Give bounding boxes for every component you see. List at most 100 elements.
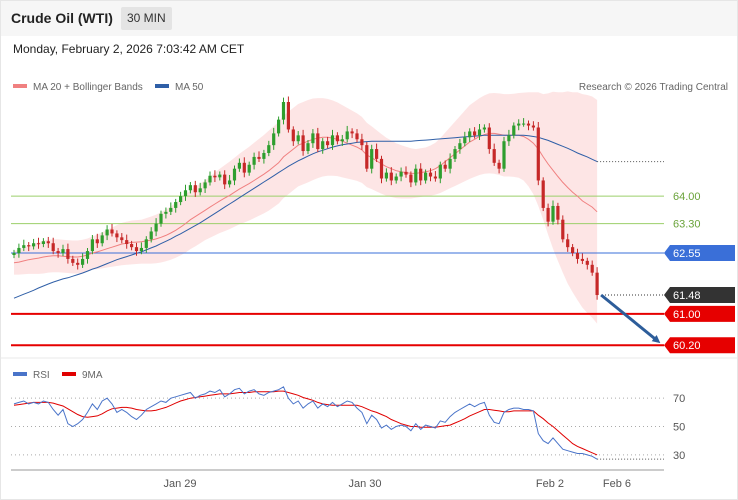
timestamp: Monday, February 2, 2026 7:03:42 AM CET: [13, 42, 245, 56]
candle-body: [595, 272, 599, 296]
candle-body: [546, 207, 550, 222]
candle-body: [502, 141, 506, 169]
legend-label-ma20: MA 20 + Bollinger Bands: [33, 82, 143, 93]
candle-body: [17, 247, 21, 254]
candle-body: [414, 168, 418, 183]
candle-body: [85, 251, 90, 259]
rsi-tick-label: 50: [673, 422, 685, 434]
candle-body: [291, 129, 295, 142]
rsi-tick-label: 70: [673, 393, 685, 405]
candle-body: [159, 213, 163, 224]
candle-body: [237, 162, 241, 169]
candle-body: [208, 175, 212, 183]
candle-body: [247, 164, 251, 173]
candle-body: [193, 185, 197, 193]
candle-body: [149, 231, 153, 240]
candle-body: [580, 258, 584, 261]
x-tick-label: Jan 30: [348, 478, 381, 490]
candle-body: [409, 174, 413, 183]
candle-body: [105, 229, 109, 236]
candle-body: [335, 135, 339, 142]
legend-label-ma50: MA 50: [175, 82, 204, 93]
candle-body: [473, 131, 477, 136]
candle-body: [433, 176, 437, 179]
candle-body: [174, 202, 178, 208]
candle-body: [203, 182, 207, 189]
candle-body: [218, 174, 222, 178]
candle-body: [296, 135, 300, 142]
candle-body: [487, 127, 491, 150]
legend-swatch-ma20: [13, 84, 27, 88]
candle-body: [272, 133, 276, 146]
candle-body: [561, 219, 565, 240]
candle-body: [330, 135, 335, 146]
candle-body: [355, 133, 359, 140]
candle-body: [404, 171, 408, 175]
candle-body: [321, 141, 325, 150]
candle-body: [41, 241, 45, 245]
candle-body: [22, 245, 26, 248]
candle-body: [179, 196, 183, 203]
candle-body: [482, 127, 486, 130]
candle-body: [134, 247, 139, 252]
candle-body: [453, 149, 457, 159]
candle-body: [424, 172, 428, 181]
ma20-line: [13, 132, 598, 264]
level-label: 64.00: [673, 191, 701, 203]
legend-swatch-rsi: [13, 372, 27, 376]
timeframe-badge[interactable]: 30 MIN: [121, 7, 172, 30]
candle-body: [213, 175, 217, 178]
candle-body: [384, 172, 388, 179]
candle-body: [76, 262, 80, 265]
candle-body: [428, 172, 433, 177]
candle-body: [590, 264, 594, 273]
candle-body: [571, 247, 575, 254]
main-legend: MA 20 + Bollinger Bands MA 50 Research ©…: [13, 82, 728, 93]
bollinger-band: [14, 91, 598, 324]
candle-body: [311, 133, 315, 144]
candle-body: [468, 131, 472, 138]
candle-body: [164, 211, 168, 214]
candle-body: [477, 129, 482, 136]
candle-body: [130, 244, 134, 248]
level-label: 61.00: [673, 309, 701, 321]
candle-body: [66, 249, 70, 259]
candle-body: [531, 125, 535, 128]
level-tag-support: [664, 337, 735, 354]
rsi-9ma-line: [13, 390, 598, 456]
candle-body: [306, 143, 310, 152]
rsi-tick-label: 30: [673, 450, 685, 462]
candle-body: [345, 131, 349, 140]
credit-text: Research © 2026 Trading Central: [579, 82, 728, 93]
candle-body: [144, 239, 148, 248]
x-tick-label: Jan 29: [163, 478, 196, 490]
candle-body: [32, 243, 36, 247]
level-tag-current: [664, 287, 735, 304]
candle-body: [526, 123, 531, 126]
candle-body: [458, 143, 462, 150]
candle-body: [281, 102, 286, 120]
candle-body: [71, 258, 75, 263]
candle-body: [61, 249, 65, 254]
legend-swatch-9ma: [62, 372, 76, 376]
candle-body: [419, 168, 423, 181]
x-axis: Jan 29 Jan 30 Feb 2 Feb 6: [11, 469, 664, 490]
candle-body: [125, 240, 129, 245]
candle-body: [551, 205, 555, 222]
candle-body: [198, 188, 202, 193]
candle-body: [301, 135, 305, 152]
candle-body: [340, 139, 344, 142]
candle-body: [316, 133, 320, 150]
rsi-legend: RSI 9MA: [13, 370, 103, 381]
candle-body: [286, 102, 290, 130]
legend-label-rsi: RSI: [33, 370, 50, 381]
level-tag-support: [664, 305, 735, 322]
level-label: 60.20: [673, 340, 701, 352]
level-label: 62.55: [673, 248, 701, 260]
level-tag-pivot: [664, 245, 735, 262]
legend-label-9ma: 9MA: [82, 370, 103, 381]
candle-body: [95, 239, 99, 244]
candle-body: [120, 237, 124, 241]
candle-body: [512, 125, 516, 136]
candle-body: [536, 127, 540, 181]
